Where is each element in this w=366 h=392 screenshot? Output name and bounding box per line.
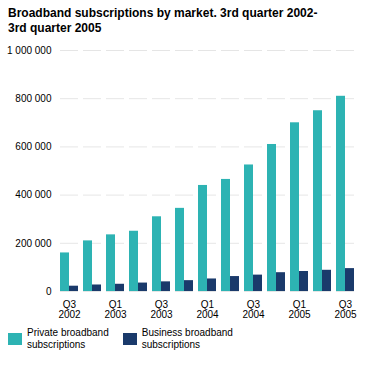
svg-text:Q32005: Q32005 — [334, 299, 357, 320]
svg-text:600 000: 600 000 — [15, 141, 52, 152]
svg-text:400 000: 400 000 — [15, 189, 52, 200]
svg-text:Q32003: Q32003 — [150, 299, 173, 320]
html-text:Broadband subscriptions by mar: Broadband subscriptions by market. 3rd q… — [8, 6, 318, 35]
svg-text:Q12005: Q12005 — [288, 299, 311, 320]
svg-text:Q12004: Q12004 — [196, 299, 219, 320]
svg-text:1 000 000: 1 000 000 — [7, 45, 52, 56]
svg-text:Q32004: Q32004 — [242, 299, 265, 320]
svg-text:0: 0 — [46, 286, 52, 297]
html-text:Private broadband subscription: Private broadband subscriptions — [27, 327, 109, 350]
svg-text:200 000: 200 000 — [15, 238, 52, 249]
svg-text:800 000: 800 000 — [15, 93, 52, 104]
svg-text:Q32002: Q32002 — [58, 299, 81, 320]
svg-text:Q12003: Q12003 — [104, 299, 127, 320]
html-text:Business broadband subscriptio: Business broadband subscriptions — [141, 327, 233, 350]
